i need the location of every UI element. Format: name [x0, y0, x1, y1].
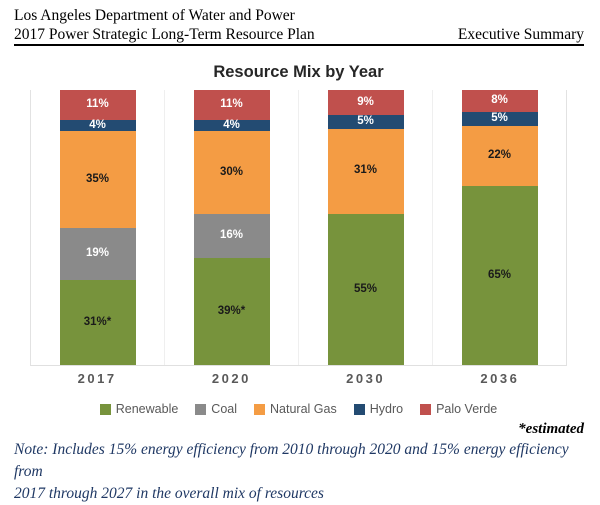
document-header: Los Angeles Department of Water and Powe… — [0, 0, 600, 46]
legend-item-hydro: Hydro — [353, 402, 404, 416]
legend-swatch-hydro — [353, 403, 365, 415]
stacked-bar-2017: 11% 4% 35% 19% 31%* — [59, 90, 136, 365]
bar-column-2020: 11% 4% 30% 16% 39%* — [165, 90, 299, 365]
segment-renewable: 31%* — [59, 279, 136, 365]
chart-title: Resource Mix by Year — [213, 63, 384, 81]
legend-swatch-renewable — [99, 403, 111, 415]
bar-column-2030: 9% 5% 31% 55% — [299, 90, 433, 365]
note-line-1: Note: Includes 15% energy efficiency fro… — [14, 441, 569, 480]
stacked-bar-2036: 8% 5% 22% 65% — [461, 90, 538, 365]
legend-label: Natural Gas — [270, 402, 337, 416]
segment-value-label: 4% — [223, 119, 240, 131]
segment-coal: 19% — [59, 227, 136, 280]
segment-value-label: 65% — [487, 268, 512, 281]
doc-title: Los Angeles Department of Water and Powe… — [14, 7, 295, 24]
segment-natural-gas: 22% — [461, 125, 538, 187]
segment-value-label: 16% — [219, 229, 244, 241]
segment-natural-gas: 31% — [327, 128, 404, 214]
segment-renewable: 39%* — [193, 257, 270, 365]
legend-swatch-coal — [195, 403, 207, 415]
segment-value-label: 55% — [353, 282, 378, 295]
bar-column-2017: 11% 4% 35% 19% 31%* — [31, 90, 165, 365]
doc-subtitle-row: 2017 Power Strategic Long-Term Resource … — [14, 26, 584, 46]
legend-swatch-natural-gas — [254, 403, 266, 415]
segment-value-label: 31% — [353, 164, 378, 177]
stacked-bar-2020: 11% 4% 30% 16% 39%* — [193, 90, 270, 365]
segment-palo-verde: 11% — [193, 90, 270, 121]
segment-value-label: 11% — [220, 98, 243, 111]
segment-natural-gas: 35% — [59, 131, 136, 228]
segment-hydro: 5% — [327, 114, 404, 129]
segment-hydro: 4% — [59, 119, 136, 132]
segment-coal: 16% — [193, 213, 270, 258]
segment-value-label: 22% — [487, 149, 512, 162]
stacked-bar-2030: 9% 5% 31% 55% — [327, 90, 404, 365]
segment-value-label: 30% — [219, 165, 244, 178]
doc-subtitle: 2017 Power Strategic Long-Term Resource … — [14, 26, 315, 43]
chart-legend: Renewable Coal Natural Gas Hydro Palo Verde — [30, 402, 567, 416]
x-tick-label-2020: 2020 — [211, 371, 251, 386]
note-line-2: 2017 through 2027 in the overall mix of … — [14, 485, 324, 502]
segment-renewable: 55% — [327, 213, 404, 365]
segment-value-label: 11% — [86, 98, 109, 111]
segment-hydro: 5% — [461, 112, 538, 126]
doc-section-label: Executive Summary — [457, 26, 584, 43]
legend-label: Renewable — [115, 402, 179, 416]
segment-value-label: 19% — [85, 246, 110, 259]
estimated-footnote: *estimated — [518, 421, 584, 437]
legend-label: Palo Verde — [436, 402, 498, 416]
legend-swatch-palo-verde — [420, 403, 432, 415]
x-axis-labels: 2017 2020 2030 2036 — [30, 371, 567, 386]
segment-value-label: 8% — [491, 94, 508, 107]
segment-palo-verde: 8% — [461, 90, 538, 112]
segment-renewable: 65% — [461, 186, 538, 365]
segment-value-label: 5% — [491, 112, 508, 125]
legend-label: Coal — [211, 402, 238, 416]
x-tick-label-2036: 2036 — [480, 371, 520, 386]
segment-palo-verde: 11% — [59, 90, 136, 121]
segment-value-label: 35% — [85, 172, 110, 185]
stacked-bar-plot: 11% 4% 35% 19% 31%* 11% 4% 30% 16% 39%* 9% 5% 31% 55%… — [30, 90, 567, 366]
segment-natural-gas: 30% — [193, 131, 270, 214]
bar-column-2036: 8% 5% 22% 65% — [433, 90, 566, 365]
segment-value-label: 39%* — [217, 304, 246, 317]
x-tick-label-2017: 2017 — [77, 371, 117, 386]
x-tick-label-2030: 2030 — [346, 371, 386, 386]
legend-item-natural-gas: Natural Gas — [254, 402, 337, 416]
segment-value-label: 31%* — [83, 315, 112, 328]
legend-item-palo-verde: Palo Verde — [420, 402, 497, 416]
segment-value-label: 4% — [89, 119, 106, 131]
legend-item-renewable: Renewable — [99, 402, 179, 416]
segment-value-label: 5% — [357, 114, 374, 127]
segment-palo-verde: 9% — [327, 90, 404, 115]
legend-label: Hydro — [369, 402, 404, 416]
note-text: Note: Includes 15% energy efficiency fro… — [14, 439, 584, 505]
segment-hydro: 4% — [193, 119, 270, 132]
segment-value-label: 9% — [357, 95, 374, 108]
legend-item-coal: Coal — [195, 402, 237, 416]
